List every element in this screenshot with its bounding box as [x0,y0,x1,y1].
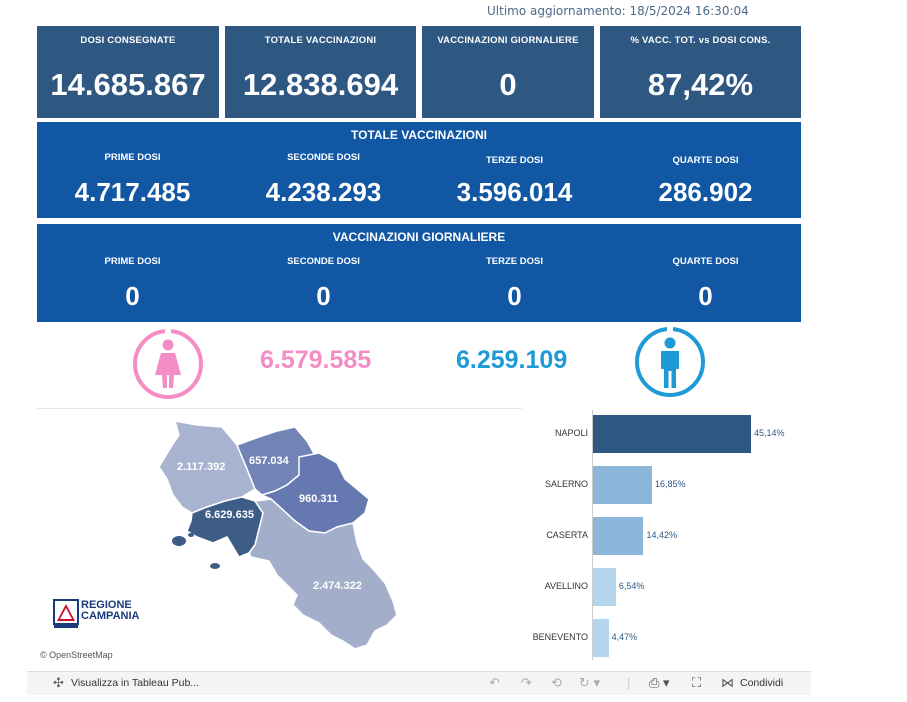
cell-value: 286.902 [658,177,753,207]
refresh-icon[interactable]: ↻ ▾ [579,675,601,690]
cell-value: 0 [125,281,140,311]
island-capri [210,563,220,569]
giornaliere-seconde-dosi: SECONDE DOSI 0 [228,256,419,312]
kpi-value: 12.838.694 [242,67,399,102]
totale-vaccinazioni-panel: TOTALE VACCINAZIONI PRIME DOSI 4.717.485… [37,122,801,218]
kpi-value: 14.685.867 [50,67,206,102]
undo-icon[interactable]: ↶ [489,675,500,690]
island-ischia [172,536,186,546]
view-in-tableau-link[interactable]: Visualizza in Tableau Pub... [71,677,200,689]
download-icon[interactable]: ⎙ ▾ [649,675,670,690]
cell-value: 0 [507,281,522,311]
totale-prime-dosi: PRIME DOSI 4.717.485 [37,152,228,208]
tableau-logo-icon[interactable]: ✣ [53,675,64,690]
cell-value: 0 [698,281,713,311]
female-person-icon [133,328,203,399]
kpi-percentuale: % VACC. TOT. vs DOSI CONS. 87,42% [600,26,801,118]
regione-campania-logo-text: REGIONE CAMPANIA [81,600,139,622]
cell-value: 4.717.485 [74,177,191,207]
bar-label-benevento: BENEVENTO [532,632,588,642]
bar-salerno[interactable] [593,466,652,504]
panel-title: VACCINAZIONI GIORNALIERE [332,230,506,244]
map-label-caserta: 2.117.392 [177,461,226,473]
bar-value-salerno: 16,85% [654,479,686,489]
cell-value: 3.596.014 [456,177,573,207]
regione-campania-logo-icon [53,599,79,628]
totale-quarte-dosi: QUARTE DOSI 286.902 [610,155,801,208]
bar-label-avellino: AVELLINO [544,581,588,591]
male-vaccinations-value: 6.259.109 [456,346,568,374]
cell-label: PRIME DOSI [104,152,161,163]
fullscreen-icon[interactable]: ⛶ [692,675,702,690]
logo-line-1: REGIONE [81,599,132,611]
male-person-icon [635,326,705,397]
bar-benevento[interactable] [593,619,609,657]
bar-label-napoli: NAPOLI [554,428,588,438]
cell-label: TERZE DOSI [485,155,543,166]
logo-line-2: CAMPANIA [81,610,140,622]
map-attribution[interactable]: © OpenStreetMap [40,650,113,660]
kpi-label: TOTALE VACCINAZIONI [264,35,377,46]
cell-label: QUARTE DOSI [672,155,739,166]
map-label-avellino: 960.311 [299,493,339,505]
kpi-value: 0 [499,67,517,102]
kpi-label: VACCINAZIONI GIORNALIERE [437,35,579,46]
kpi-totale-vaccinazioni: TOTALE VACCINAZIONI 12.838.694 [225,26,416,118]
bar-avellino[interactable] [593,568,616,606]
campania-map[interactable]: 2.117.392 657.034 960.311 6.629.635 2.47… [37,408,522,662]
bar-value-benevento: 4,47% [611,632,638,642]
cell-label: QUARTE DOSI [672,256,739,267]
cell-label: TERZE DOSI [485,256,543,267]
island-procida [188,533,194,537]
bar-napoli[interactable] [593,415,751,453]
kpi-label: % VACC. TOT. vs DOSI CONS. [630,35,771,46]
revert-icon[interactable]: ⟲ [551,675,562,690]
bar-chart-axis [592,410,593,660]
totale-seconde-dosi: SECONDE DOSI 4.238.293 [228,152,419,208]
bar-value-caserta: 14,42% [646,530,677,540]
kpi-vaccinazioni-giornaliere: VACCINAZIONI GIORNALIERE 0 [422,26,594,118]
female-vaccinations-value: 6.579.585 [260,346,372,374]
toolbar-divider: | [627,675,631,690]
kpi-label: DOSI CONSEGNATE [80,35,176,46]
giornaliere-terze-dosi: TERZE DOSI 0 [419,256,610,312]
map-label-napoli: 6.629.635 [205,509,254,521]
province-salerno [248,498,398,650]
bar-value-avellino: 6,54% [618,581,645,591]
panel-title: TOTALE VACCINAZIONI [351,128,487,142]
totale-terze-dosi: TERZE DOSI 3.596.014 [419,155,610,208]
bar-value-napoli: 45,14% [753,428,785,438]
cell-label: SECONDE DOSI [287,152,360,163]
kpi-value: 87,42% [647,67,754,102]
vaccinazioni-giornaliere-panel: VACCINAZIONI GIORNALIERE PRIME DOSI 0 SE… [37,224,801,322]
giornaliere-quarte-dosi: QUARTE DOSI 0 [610,256,801,312]
map-label-salerno: 2.474.322 [313,580,362,592]
kpi-dosi-consegnate: DOSI CONSEGNATE 14.685.867 [37,26,219,118]
redo-icon[interactable]: ↷ [521,675,532,690]
share-icon[interactable]: ⋈ [721,675,734,690]
bar-caserta[interactable] [593,517,644,555]
tableau-toolbar: ✣ Visualizza in Tableau Pub... ↶ ↷ ⟲ ↻ ▾… [27,671,811,695]
cell-value: 4.238.293 [265,177,382,207]
giornaliere-prime-dosi: PRIME DOSI 0 [37,256,228,312]
bar-label-caserta: CASERTA [546,530,588,540]
map-label-benevento: 657.034 [249,455,289,467]
last-update-text: Ultimo aggiornamento: 18/5/2024 16:30:04 [487,4,749,18]
share-button[interactable]: Condividi [740,677,784,689]
cell-label: SECONDE DOSI [287,256,360,267]
province-bar-chart: NAPOLI 45,14% SALERNO 16,85% CASERTA 14,42% AV… [522,408,806,662]
cell-value: 0 [316,281,331,311]
cell-label: PRIME DOSI [104,256,161,267]
bar-label-salerno: SALERNO [544,479,588,489]
